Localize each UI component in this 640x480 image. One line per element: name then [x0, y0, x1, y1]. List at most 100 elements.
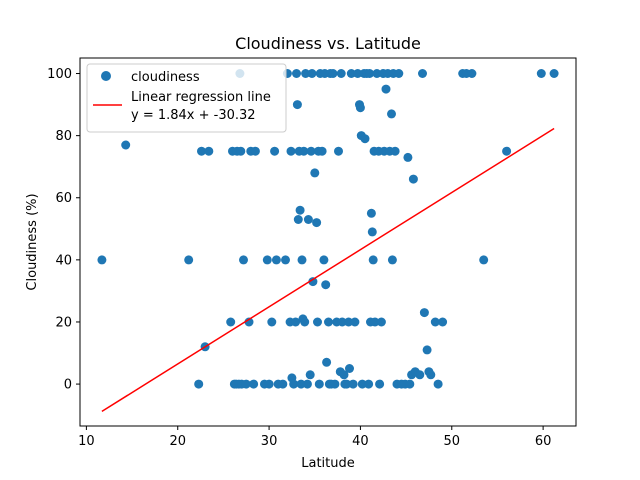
data-point-61 [319, 255, 329, 265]
data-point-17 [241, 379, 251, 389]
data-point-70 [330, 379, 340, 389]
data-point-100 [372, 69, 382, 78]
data-point-123 [418, 69, 427, 78]
data-point-38 [292, 100, 302, 110]
y-tick-label: 0 [64, 378, 72, 393]
data-point-136 [536, 69, 546, 78]
data-point-95 [366, 208, 376, 218]
data-point-33 [286, 146, 296, 156]
data-point-76 [339, 370, 349, 380]
data-point-2 [184, 255, 194, 265]
y-tick-label: 20 [55, 315, 72, 330]
data-point-93 [365, 69, 375, 78]
data-point-90 [360, 134, 370, 144]
data-point-88 [357, 379, 367, 389]
data-point-54 [310, 168, 320, 178]
data-point-43 [297, 255, 307, 265]
data-point-74 [336, 69, 346, 78]
x-tick-label: 50 [443, 434, 460, 449]
data-point-3 [194, 379, 204, 389]
data-point-84 [353, 69, 363, 78]
data-point-133 [467, 69, 477, 78]
data-point-129 [433, 379, 443, 389]
data-point-56 [313, 317, 322, 327]
data-point-135 [502, 146, 512, 156]
data-point-117 [403, 152, 413, 162]
data-point-4 [197, 146, 206, 156]
data-point-45 [299, 146, 309, 156]
chart-title: Cloudiness vs. Latitude [235, 34, 421, 53]
data-point-37 [292, 69, 301, 78]
data-point-122 [415, 370, 425, 380]
data-point-128 [430, 317, 440, 327]
data-point-106 [381, 84, 391, 94]
data-point-103 [376, 317, 386, 327]
data-point-30 [281, 255, 290, 265]
data-point-46 [300, 317, 310, 327]
legend-label-regression: Linear regression line [131, 90, 271, 105]
data-point-64 [322, 357, 332, 367]
y-axis-label: Cloudiness (%) [25, 193, 40, 290]
data-point-48 [302, 379, 312, 389]
data-point-137 [549, 69, 559, 78]
data-point-1 [121, 140, 131, 150]
x-tick-label: 30 [261, 434, 278, 449]
data-point-60 [317, 146, 327, 156]
data-point-86 [355, 103, 365, 113]
data-point-53 [308, 277, 318, 287]
legend: cloudiness Linear regression line y = 1.… [86, 63, 287, 133]
x-axis-label: Latitude [301, 456, 355, 471]
x-axis-ticks: 10 20 30 40 50 60 [78, 426, 551, 449]
legend-marker-cloudiness [101, 71, 111, 81]
legend-label-cloudiness: cloudiness [131, 70, 200, 85]
data-point-18 [244, 317, 254, 327]
legend-box [86, 63, 287, 133]
regression-equation: y = 1.84x + -30.32 [131, 108, 256, 123]
data-point-102 [375, 379, 385, 389]
data-point-52 [307, 69, 317, 78]
data-point-6 [204, 146, 214, 156]
data-point-23 [262, 255, 272, 265]
x-tick-label: 40 [352, 434, 369, 449]
data-point-125 [422, 345, 432, 355]
data-point-109 [387, 109, 396, 119]
data-point-51 [306, 146, 316, 156]
y-axis-ticks: 0 20 40 60 80 100 [47, 67, 80, 393]
data-point-14 [236, 146, 246, 156]
data-point-134 [479, 255, 489, 265]
data-point-114 [394, 69, 404, 78]
data-point-39 [293, 215, 303, 224]
data-point-65 [324, 317, 333, 327]
y-tick-label: 100 [47, 67, 72, 82]
x-tick-label: 10 [78, 434, 95, 449]
data-point-58 [314, 379, 324, 389]
data-point-29 [278, 379, 288, 389]
data-point-20 [249, 379, 259, 389]
x-tick-label: 20 [169, 434, 186, 449]
data-point-42 [296, 379, 306, 389]
data-point-49 [303, 215, 313, 224]
data-point-120 [408, 174, 418, 184]
data-point-41 [295, 205, 305, 215]
data-point-63 [321, 280, 331, 290]
data-point-26 [270, 146, 280, 156]
data-point-7 [226, 317, 236, 327]
data-point-78 [342, 379, 352, 389]
data-point-16 [239, 255, 248, 265]
data-point-130 [438, 317, 448, 327]
y-tick-label: 80 [55, 129, 72, 144]
y-tick-label: 40 [55, 253, 72, 268]
data-point-55 [312, 218, 322, 228]
data-point-35 [289, 379, 299, 389]
data-point-97 [368, 255, 378, 265]
data-point-47 [301, 69, 311, 78]
data-point-75 [337, 317, 347, 327]
data-point-99 [370, 317, 380, 327]
data-point-50 [305, 370, 315, 380]
plot-frame [79, 57, 577, 427]
data-point-127 [426, 370, 436, 380]
data-point-0 [97, 255, 107, 265]
regression-line [101, 127, 555, 413]
data-point-81 [346, 69, 356, 78]
